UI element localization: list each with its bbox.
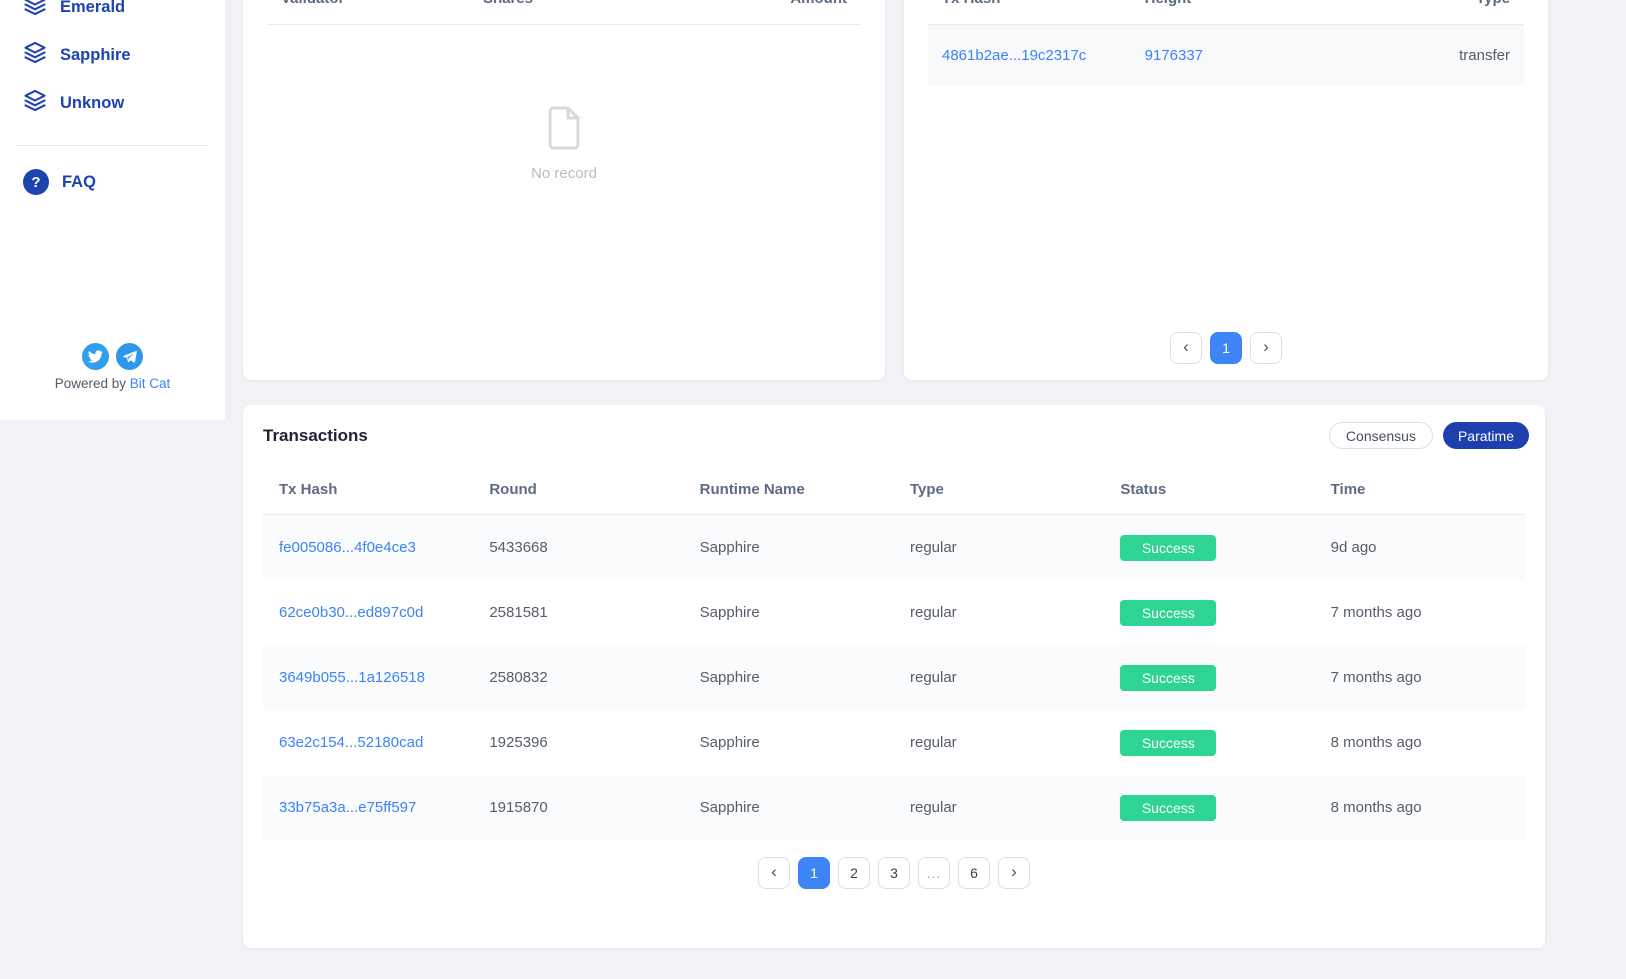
table-row: 63e2c154...52180cad 1925396 Sapphire reg… [263,710,1525,775]
column-type: Type [1476,0,1524,7]
table-row: 33b75a3a...e75ff597 1915870 Sapphire reg… [263,775,1525,840]
sidebar: Emerald Sapphire Unknow ? FAQ [0,0,225,420]
next-page-button[interactable]: › [998,857,1030,889]
sidebar-divider [16,145,209,146]
tx-hash-link[interactable]: 3649b055...1a126518 [279,669,425,686]
status-badge: Success [1120,729,1217,756]
sidebar-item-emerald[interactable]: Emerald [0,0,225,31]
column-height: Height [1131,0,1476,7]
sidebar-item-label: FAQ [62,172,96,191]
page-button-2[interactable]: 2 [838,857,870,889]
consensus-button[interactable]: Consensus [1328,422,1433,449]
transactions-card: Transactions Consensus Paratime Tx Hash … [243,405,1545,948]
transactions-pagination: ‹ 1 2 3 ... 6 › [243,857,1545,889]
page-button-3[interactable]: 3 [878,857,910,889]
round-value: 1925396 [489,734,548,751]
empty-state: No record [243,104,885,182]
delegations-table-header: Validator Shares Amount [267,0,861,25]
page-jump-ellipsis[interactable]: ... [918,857,950,889]
column-amount: Amount [790,0,861,7]
prev-page-button[interactable]: ‹ [758,857,790,889]
table-row: 62ce0b30...ed897c0d 2581581 Sapphire reg… [263,580,1525,645]
prev-page-button[interactable]: ‹ [1170,332,1202,364]
runtime-name-value: Sapphire [699,669,760,686]
block-transactions-card: Tx Hash Height Type 4861b2ae...19c2317c … [904,0,1548,380]
tx-hash-link[interactable]: 62ce0b30...ed897c0d [279,604,424,621]
column-shares: Shares [469,0,790,7]
block-tx-table-header: Tx Hash Height Type [928,0,1524,25]
empty-file-icon [540,106,588,156]
status-badge: Success [1120,534,1217,561]
delegations-card: Validator Shares Amount No record [243,0,885,380]
table-row: 3649b055...1a126518 2580832 Sapphire reg… [263,645,1525,710]
height-link[interactable]: 9176337 [1144,46,1204,64]
round-value: 2580832 [489,669,548,686]
powered-by: Powered by Bit Cat [54,376,171,391]
column-tx-hash: Tx Hash [279,481,338,498]
column-runtime-name: Runtime Name [699,481,805,498]
page-button-6[interactable]: 6 [958,857,990,889]
time-value: 7 months ago [1330,669,1422,686]
next-page-button[interactable]: › [1250,332,1282,364]
runtime-name-value: Sapphire [699,734,760,751]
tx-type-value: regular [909,799,957,816]
transactions-table: Tx Hash Round Runtime Name Type Status T… [263,465,1525,840]
column-round: Round [489,481,537,498]
table-row: fe005086...4f0e4ce3 5433668 Sapphire reg… [263,515,1525,580]
twitter-icon[interactable] [82,343,109,370]
layers-icon [23,41,47,69]
status-badge: Success [1120,664,1217,691]
sidebar-item-label: Emerald [60,0,126,16]
round-value: 1915870 [489,799,548,816]
time-value: 7 months ago [1330,604,1422,621]
transactions-table-header: Tx Hash Round Runtime Name Type Status T… [263,465,1525,515]
page-button-1[interactable]: 1 [798,857,830,889]
sidebar-item-sapphire[interactable]: Sapphire [0,31,225,79]
layers-icon [23,89,47,117]
status-badge: Success [1120,599,1217,626]
sidebar-item-label: Sapphire [60,45,131,64]
runtime-name-value: Sapphire [699,604,760,621]
paratime-button[interactable]: Paratime [1442,422,1529,449]
transactions-filter-toggle: Consensus Paratime [1328,422,1529,449]
column-time: Time [1330,481,1366,498]
time-value: 8 months ago [1330,734,1422,751]
table-row: 4861b2ae...19c2317c 9176337 transfer [928,25,1524,85]
column-tx-hash: Tx Hash [928,0,1131,7]
tx-type-value: transfer [1459,46,1510,64]
layers-icon [23,0,47,21]
column-validator: Validator [267,0,469,7]
round-value: 5433668 [489,539,548,556]
column-status: Status [1120,481,1167,498]
empty-state-text: No record [531,165,597,182]
time-value: 9d ago [1330,539,1377,556]
runtime-name-value: Sapphire [699,539,760,556]
sidebar-item-label: Unknow [60,93,125,112]
tx-hash-link[interactable]: fe005086...4f0e4ce3 [279,539,416,556]
tx-type-value: regular [909,734,957,751]
telegram-icon[interactable] [116,343,143,370]
round-value: 2581581 [489,604,548,621]
tx-type-value: regular [909,604,957,621]
transactions-title: Transactions [263,425,368,445]
tx-hash-link[interactable]: 63e2c154...52180cad [279,734,424,751]
block-tx-pagination: ‹ 1 › [904,332,1548,364]
tx-type-value: regular [909,669,957,686]
question-circle-icon: ? [23,169,49,195]
column-type: Type [909,481,944,498]
tx-type-value: regular [909,539,957,556]
time-value: 8 months ago [1330,799,1422,816]
sidebar-item-faq[interactable]: ? FAQ [0,158,225,206]
sidebar-social-links [0,343,225,370]
bit-cat-link[interactable]: Bit Cat [129,376,171,391]
page-button-1[interactable]: 1 [1210,332,1242,364]
tx-hash-link[interactable]: 33b75a3a...e75ff597 [279,799,417,816]
sidebar-item-unknow[interactable]: Unknow [0,79,225,127]
status-badge: Success [1120,794,1217,821]
tx-hash-link[interactable]: 4861b2ae...19c2317c [942,46,1087,64]
runtime-name-value: Sapphire [699,799,760,816]
